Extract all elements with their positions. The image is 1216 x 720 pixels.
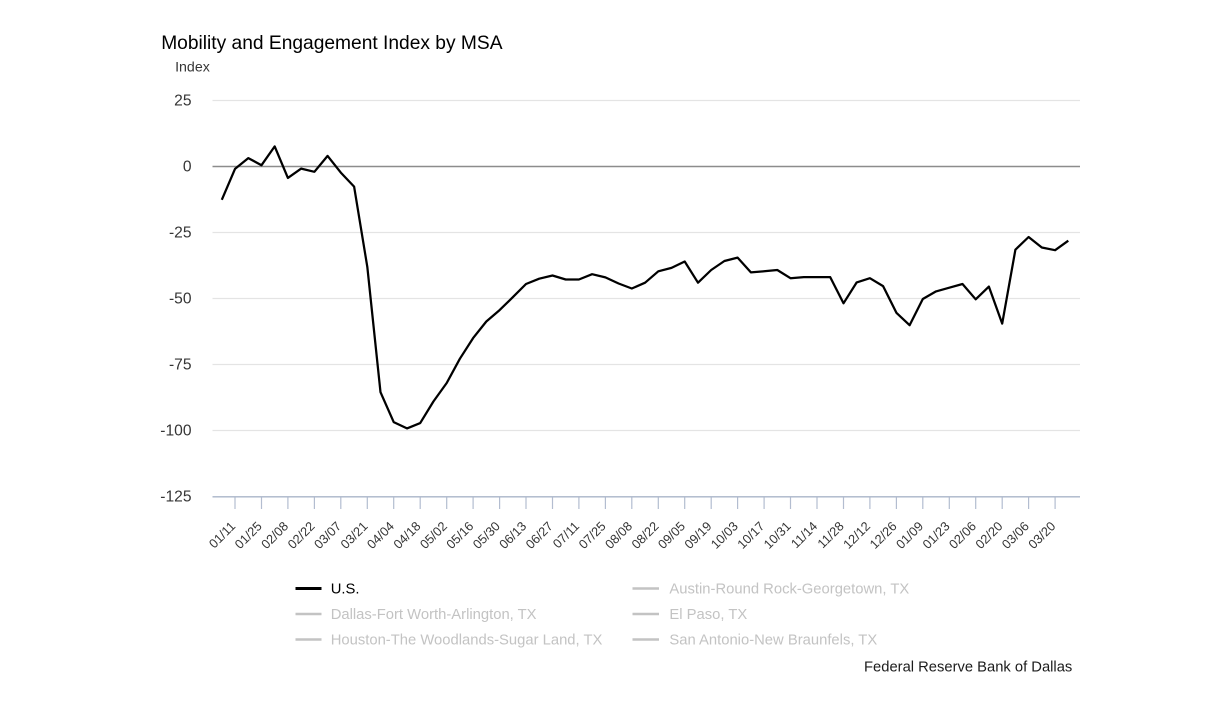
- svg-text:02/06: 02/06: [946, 519, 979, 552]
- svg-text:-75: -75: [169, 357, 192, 374]
- svg-text:01/11: 01/11: [206, 519, 239, 552]
- svg-text:08/08: 08/08: [602, 519, 635, 552]
- svg-text:11/28: 11/28: [814, 519, 847, 552]
- svg-text:-100: -100: [160, 423, 192, 440]
- svg-text:03/20: 03/20: [1025, 519, 1058, 552]
- svg-text:07/25: 07/25: [575, 519, 608, 552]
- svg-text:12/12: 12/12: [840, 519, 873, 552]
- svg-text:U.S.: U.S.: [331, 581, 360, 597]
- svg-text:07/11: 07/11: [550, 519, 583, 552]
- svg-text:11/14: 11/14: [788, 519, 821, 552]
- svg-text:05/02: 05/02: [417, 519, 450, 552]
- svg-text:03/21: 03/21: [337, 519, 370, 552]
- svg-text:09/19: 09/19: [681, 519, 714, 552]
- svg-text:Federal Reserve Bank of Dallas: Federal Reserve Bank of Dallas: [864, 660, 1072, 676]
- svg-text:-25: -25: [169, 225, 192, 242]
- svg-text:03/06: 03/06: [999, 519, 1032, 552]
- svg-text:01/25: 01/25: [232, 519, 265, 552]
- svg-text:-125: -125: [160, 489, 192, 506]
- svg-text:Houston-The Woodlands-Sugar La: Houston-The Woodlands-Sugar Land, TX: [331, 632, 603, 648]
- svg-text:02/08: 02/08: [258, 519, 291, 552]
- svg-text:02/22: 02/22: [284, 519, 317, 552]
- svg-text:12/26: 12/26: [866, 519, 899, 552]
- svg-text:10/17: 10/17: [734, 519, 767, 552]
- svg-text:25: 25: [174, 93, 192, 110]
- svg-text:08/22: 08/22: [628, 519, 661, 552]
- svg-text:05/30: 05/30: [470, 519, 503, 552]
- svg-text:San Antonio-New Braunfels, TX: San Antonio-New Braunfels, TX: [669, 632, 877, 648]
- svg-text:06/13: 06/13: [496, 519, 529, 552]
- svg-text:05/16: 05/16: [443, 519, 476, 552]
- svg-text:04/18: 04/18: [390, 519, 423, 552]
- svg-text:10/31: 10/31: [761, 519, 794, 552]
- svg-text:10/03: 10/03: [708, 519, 741, 552]
- svg-text:El Paso, TX: El Paso, TX: [669, 607, 747, 623]
- svg-text:03/07: 03/07: [311, 519, 344, 552]
- svg-text:Mobility and Engagement Index: Mobility and Engagement Index by MSA: [161, 33, 503, 54]
- svg-text:04/04: 04/04: [364, 519, 397, 552]
- svg-text:01/23: 01/23: [919, 519, 952, 552]
- svg-text:Dallas-Fort Worth-Arlington, T: Dallas-Fort Worth-Arlington, TX: [331, 607, 537, 623]
- svg-text:01/09: 01/09: [893, 519, 926, 552]
- svg-text:-50: -50: [169, 291, 192, 308]
- svg-text:Index: Index: [175, 59, 210, 75]
- svg-text:Austin-Round Rock-Georgetown,: Austin-Round Rock-Georgetown, TX: [669, 581, 909, 597]
- svg-text:09/05: 09/05: [655, 519, 688, 552]
- svg-text:02/20: 02/20: [972, 519, 1005, 552]
- svg-text:0: 0: [183, 159, 192, 176]
- svg-text:06/27: 06/27: [523, 519, 556, 552]
